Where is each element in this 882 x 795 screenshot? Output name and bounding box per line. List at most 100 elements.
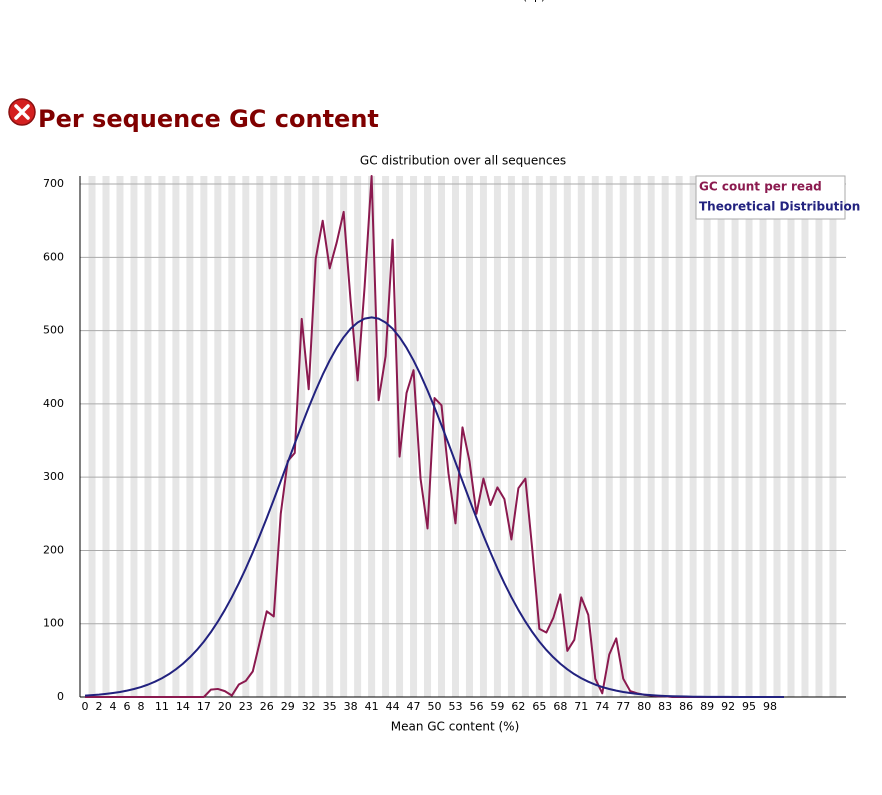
- y-tick-label: 200: [43, 543, 64, 556]
- stripe: [130, 176, 138, 697]
- stripe: [577, 176, 585, 697]
- legend-label: Theoretical Distribution: [699, 200, 860, 214]
- y-tick-label: 0: [57, 690, 64, 703]
- x-tick-label: 26: [260, 700, 274, 713]
- y-tick-label: 600: [43, 250, 64, 263]
- x-tick-label: 4: [109, 700, 116, 713]
- x-tick-label: 17: [197, 700, 211, 713]
- x-tick-label: 95: [742, 700, 756, 713]
- stripe: [424, 176, 432, 697]
- stripe: [787, 176, 795, 697]
- x-tick-label: 8: [137, 700, 144, 713]
- y-tick-label: 400: [43, 397, 64, 410]
- stripe: [284, 176, 292, 697]
- stripe: [465, 176, 473, 697]
- stripe: [116, 176, 124, 697]
- stripe: [312, 176, 320, 697]
- stripe: [88, 176, 96, 697]
- stripe: [214, 176, 222, 697]
- stripe: [647, 176, 655, 697]
- x-tick-label: 44: [386, 700, 400, 713]
- x-tick-label: 68: [553, 700, 567, 713]
- stripes: [88, 176, 837, 697]
- stripe: [605, 176, 613, 697]
- x-tick-label: 20: [218, 700, 232, 713]
- x-tick-label: 32: [302, 700, 316, 713]
- stripe: [759, 176, 767, 697]
- stripe: [102, 176, 110, 697]
- stripe: [410, 176, 418, 697]
- x-tick-label: 29: [281, 700, 295, 713]
- x-tick-label: 62: [511, 700, 525, 713]
- y-tick-label: 100: [43, 617, 64, 630]
- x-tick-label: 71: [574, 700, 588, 713]
- x-tick-label: 38: [344, 700, 358, 713]
- lines: [84, 175, 784, 698]
- stripe: [521, 176, 529, 697]
- series-line: [84, 316, 784, 698]
- stripe: [270, 176, 278, 697]
- x-tick-label: 83: [658, 700, 672, 713]
- legend-label: GC count per read: [699, 180, 822, 194]
- x-tick-label: 53: [448, 700, 462, 713]
- stripe: [228, 176, 236, 697]
- stripe: [591, 176, 599, 697]
- x-tick-label: 80: [637, 700, 651, 713]
- stripe: [326, 176, 334, 697]
- x-tick-label: 47: [407, 700, 421, 713]
- y-tick-label: 300: [43, 470, 64, 483]
- stripe: [689, 176, 697, 697]
- stripe: [438, 176, 446, 697]
- x-tick-label: 98: [763, 700, 777, 713]
- y-tick-label: 700: [43, 177, 64, 190]
- stripe: [507, 176, 515, 697]
- stripe: [479, 176, 487, 697]
- x-tick-label: 77: [616, 700, 630, 713]
- stripe: [829, 176, 837, 697]
- x-tick-label: 59: [490, 700, 504, 713]
- legend: GC count per read Theoretical Distributio…: [695, 175, 860, 220]
- x-tick-label: 86: [679, 700, 693, 713]
- stripe: [368, 176, 376, 697]
- x-tick-label: 6: [123, 700, 130, 713]
- y-tick-label: 500: [43, 324, 64, 337]
- stripe: [801, 176, 809, 697]
- x-tick-label: 14: [176, 700, 190, 713]
- x-tick-label: 0: [82, 700, 89, 713]
- x-tick-label: 56: [469, 700, 483, 713]
- x-tick-label: 74: [595, 700, 609, 713]
- x-axis-title: Mean GC content (%): [391, 720, 520, 734]
- previous-x-label: Position in read (bp): [435, 0, 546, 3]
- stripe: [354, 176, 362, 697]
- stripe: [731, 176, 739, 697]
- stripe: [340, 176, 348, 697]
- stripe: [675, 176, 683, 697]
- x-tick-label: 11: [155, 700, 169, 713]
- x-tick-label: 35: [323, 700, 337, 713]
- stripe: [717, 176, 725, 697]
- x-tick-label: 89: [700, 700, 714, 713]
- fail-icon: [8, 98, 36, 126]
- stripe: [563, 176, 571, 697]
- stripe: [256, 176, 264, 697]
- x-tick-label: 65: [532, 700, 546, 713]
- stripe: [451, 176, 459, 697]
- stripe: [619, 176, 627, 697]
- x-tick-label: 23: [239, 700, 253, 713]
- stripe: [745, 176, 753, 697]
- stripe: [773, 176, 781, 697]
- stripe: [549, 176, 557, 697]
- stripe: [493, 176, 501, 697]
- stripe: [172, 176, 180, 697]
- section-title: Per sequence GC content: [38, 105, 379, 133]
- stripe: [633, 176, 641, 697]
- x-tick-label: 41: [365, 700, 379, 713]
- stripe: [703, 176, 711, 697]
- x-tick-label: 92: [721, 700, 735, 713]
- stripe: [298, 176, 306, 697]
- chart-title: GC distribution over all sequences: [360, 154, 566, 168]
- x-tick-label: 50: [428, 700, 442, 713]
- stripe: [535, 176, 543, 697]
